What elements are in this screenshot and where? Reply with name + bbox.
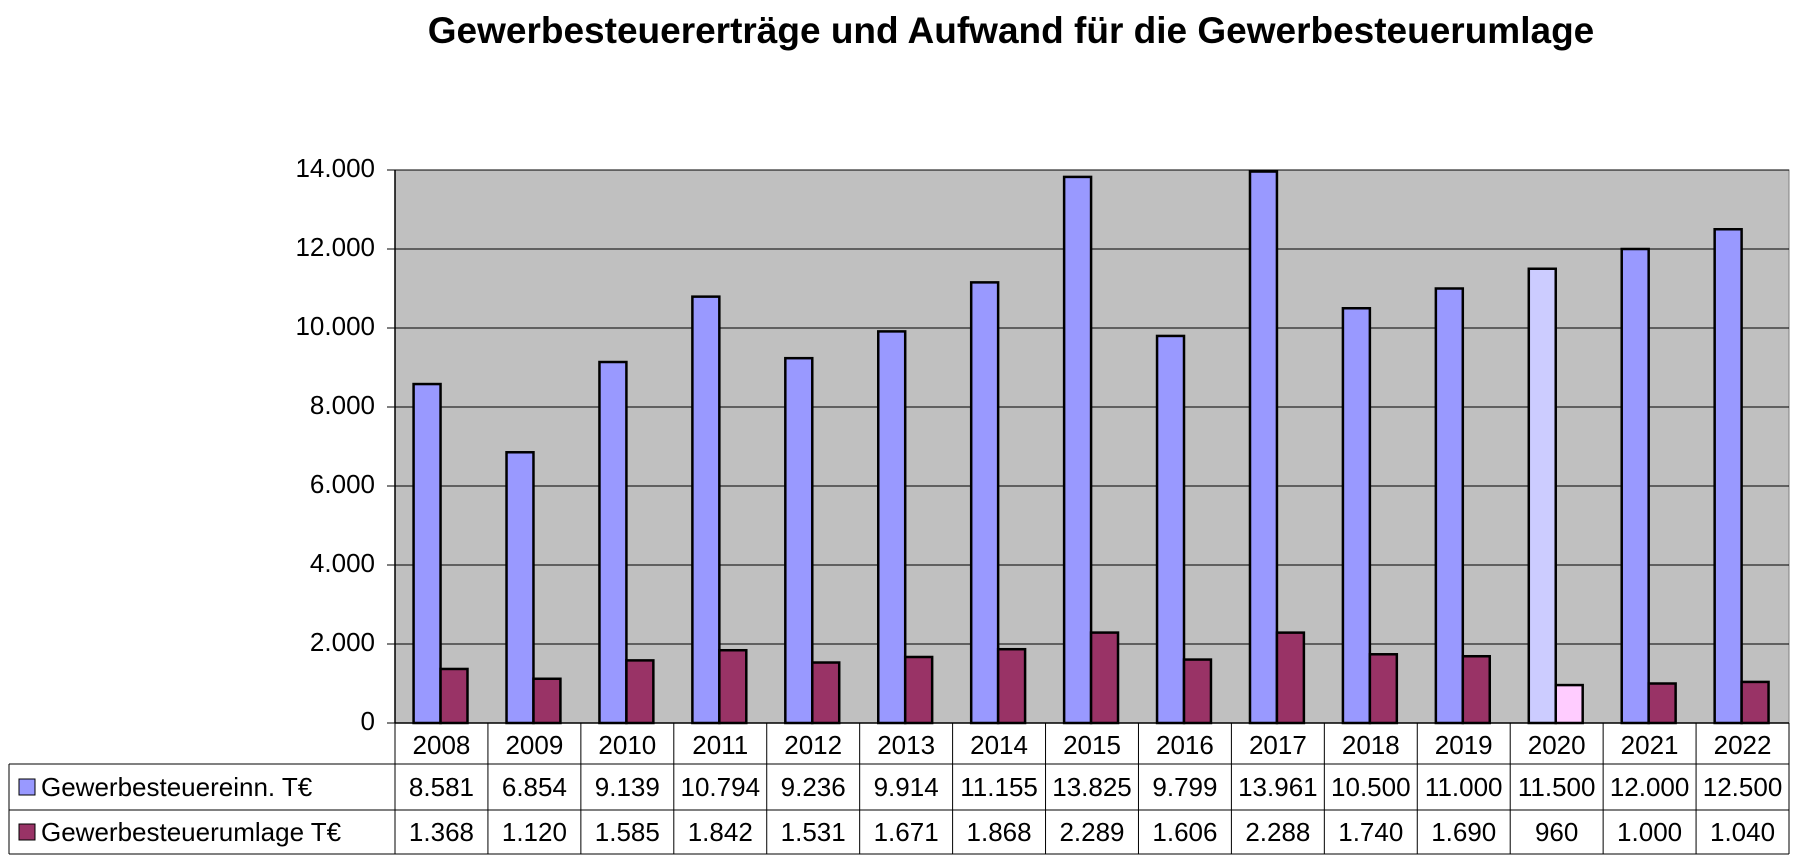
data-label: 960	[1535, 817, 1578, 847]
data-label: 11.155	[960, 772, 1038, 802]
bar	[1713, 228, 1743, 725]
data-label: 6.854	[502, 772, 567, 802]
bar	[1647, 682, 1677, 725]
data-label: 2.289	[1059, 817, 1124, 847]
bar	[877, 330, 907, 725]
x-tick-label: 2015	[1063, 730, 1121, 760]
bar	[811, 661, 841, 725]
x-tick-label: 2014	[970, 730, 1028, 760]
bar	[1155, 334, 1186, 725]
x-tick-label: 2012	[784, 730, 842, 760]
data-label: 13.961	[1238, 772, 1318, 802]
data-label: 12.500	[1703, 772, 1783, 802]
data-label: 13.825	[1052, 772, 1132, 802]
data-label: 1.368	[409, 817, 474, 847]
bar	[1182, 658, 1213, 725]
data-label: 12.000	[1610, 772, 1690, 802]
legend-label: Gewerbesteuereinn. T€	[41, 772, 313, 802]
y-tick-label: 8.000	[310, 390, 375, 420]
bar	[625, 659, 655, 725]
bar	[1062, 175, 1093, 725]
bar	[598, 360, 628, 725]
legend-label: Gewerbesteuerumlage T€	[41, 817, 342, 847]
data-label: 1.606	[1152, 817, 1217, 847]
data-label: 1.842	[688, 817, 753, 847]
data-label: 1.740	[1338, 817, 1403, 847]
x-tick-label: 2018	[1342, 730, 1400, 760]
data-label: 11.500	[1518, 772, 1596, 802]
data-label: 2.288	[1245, 817, 1310, 847]
data-label: 1.531	[781, 817, 846, 847]
x-tick-label: 2017	[1249, 730, 1307, 760]
x-tick-label: 2010	[598, 730, 656, 760]
data-label: 1.000	[1617, 817, 1682, 847]
bar	[1275, 631, 1306, 725]
data-label: 1.671	[874, 817, 939, 847]
y-tick-label: 12.000	[295, 232, 375, 262]
bar	[718, 648, 748, 725]
bar	[784, 356, 814, 725]
y-tick-label: 6.000	[310, 469, 375, 499]
bar	[1341, 307, 1372, 725]
data-label: 9.236	[781, 772, 846, 802]
data-label: 1.868	[967, 817, 1032, 847]
bar	[505, 451, 535, 725]
bar	[691, 295, 721, 725]
x-tick-label: 2021	[1621, 730, 1679, 760]
bar	[903, 655, 934, 725]
data-label: 9.139	[595, 772, 660, 802]
bar	[996, 647, 1027, 725]
bar	[1461, 654, 1492, 725]
y-tick-label: 10.000	[295, 311, 375, 341]
data-label: 10.794	[681, 772, 761, 802]
x-tick-label: 2019	[1435, 730, 1493, 760]
bar	[532, 677, 562, 725]
legend-key	[18, 823, 36, 841]
y-tick-label: 2.000	[310, 627, 375, 657]
bar	[1554, 683, 1584, 725]
x-tick-label: 2013	[877, 730, 935, 760]
data-label: 1.690	[1431, 817, 1496, 847]
bar	[1368, 653, 1399, 725]
x-tick-label: 2022	[1714, 730, 1772, 760]
bar	[1248, 170, 1279, 725]
bar	[439, 667, 469, 725]
bar	[412, 382, 442, 725]
x-tick-label: 2016	[1156, 730, 1214, 760]
data-label: 10.500	[1331, 772, 1411, 802]
data-label: 8.581	[409, 772, 474, 802]
data-label: 1.585	[595, 817, 660, 847]
bar	[1527, 267, 1557, 725]
data-label: 9.914	[874, 772, 939, 802]
chart-title: Gewerbesteuererträge und Aufwand für die…	[428, 10, 1595, 51]
bar	[1620, 247, 1650, 725]
data-label: 11.000	[1425, 772, 1503, 802]
y-tick-label: 14.000	[295, 153, 375, 183]
data-label: 1.040	[1710, 817, 1775, 847]
bar	[1089, 631, 1120, 725]
x-tick-label: 2008	[413, 730, 471, 760]
bar	[1434, 287, 1465, 725]
data-label: 9.799	[1152, 772, 1217, 802]
x-tick-label: 2011	[692, 730, 748, 760]
y-tick-label: 4.000	[310, 548, 375, 578]
x-tick-label: 2020	[1528, 730, 1586, 760]
y-tick-label: 0	[361, 706, 375, 736]
data-label: 1.120	[502, 817, 567, 847]
bar	[969, 281, 1000, 725]
legend-key	[18, 778, 36, 796]
bar	[1740, 680, 1770, 725]
x-tick-label: 2009	[505, 730, 563, 760]
